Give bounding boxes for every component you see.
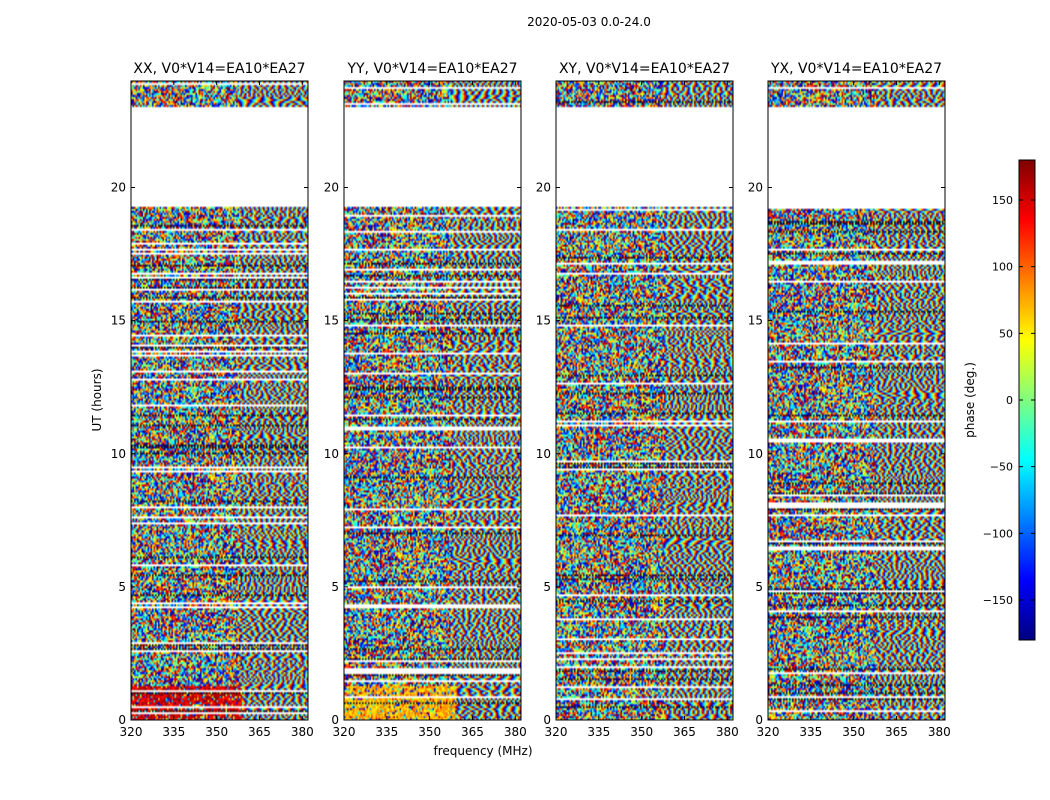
x-tick-label: 365 bbox=[248, 725, 271, 739]
y-tick-label: 15 bbox=[536, 314, 551, 328]
x-tick-label: 380 bbox=[291, 725, 314, 739]
x-tick-label: 320 bbox=[757, 725, 780, 739]
x-tick-label: 335 bbox=[799, 725, 822, 739]
panel-xx: XX, V0*V14=EA10*EA27 320 335 350 365 380 0 5 10 1… bbox=[111, 61, 314, 739]
colorbar-tick-label: 0 bbox=[1006, 394, 1013, 407]
y-tick-label: 0 bbox=[543, 713, 551, 727]
colorbar-tick-label: −50 bbox=[990, 461, 1013, 474]
x-tick-label: 350 bbox=[842, 725, 865, 739]
phase-heatmap bbox=[131, 81, 308, 720]
y-tick-label: 20 bbox=[324, 181, 339, 195]
x-tick-label: 335 bbox=[162, 725, 185, 739]
colorbar-tick-label: −100 bbox=[983, 527, 1013, 540]
panel-frame bbox=[130, 80, 309, 721]
panel-frame bbox=[767, 80, 946, 721]
x-tick-label: 350 bbox=[630, 725, 653, 739]
y-tick-label: 0 bbox=[331, 713, 339, 727]
x-tick-label: 365 bbox=[461, 725, 484, 739]
colorbar-label: phase (deg.) bbox=[963, 362, 977, 438]
panels: XX, V0*V14=EA10*EA27 320 335 350 365 380 0 5 10 1… bbox=[111, 61, 951, 739]
y-tick-label: 10 bbox=[536, 447, 551, 461]
colorbar: −150 −100 −50 0 50 100 150 phase (deg.) bbox=[963, 159, 1036, 641]
x-tick-label: 365 bbox=[673, 725, 696, 739]
colorbar-tick-label: 50 bbox=[999, 327, 1013, 340]
x-tick-label: 320 bbox=[333, 725, 356, 739]
x-tick-label: 380 bbox=[716, 725, 739, 739]
x-tick-label: 380 bbox=[504, 725, 527, 739]
y-tick-label: 20 bbox=[536, 181, 551, 195]
x-tick-label: 320 bbox=[120, 725, 143, 739]
panel-title: XY, V0*V14=EA10*EA27 bbox=[559, 61, 730, 77]
y-tick-label: 10 bbox=[748, 447, 763, 461]
y-tick-label: 5 bbox=[755, 580, 763, 594]
y-tick-label: 5 bbox=[331, 580, 339, 594]
figure-title: 2020-05-03 0.0-24.0 bbox=[527, 15, 651, 29]
y-tick-label: 0 bbox=[118, 713, 126, 727]
x-tick-label: 350 bbox=[418, 725, 441, 739]
y-tick-label: 10 bbox=[324, 447, 339, 461]
y-tick-label: 10 bbox=[111, 447, 126, 461]
y-tick-label: 5 bbox=[118, 580, 126, 594]
y-tick-label: 15 bbox=[324, 314, 339, 328]
y-tick-label: 0 bbox=[755, 713, 763, 727]
panel-frame bbox=[555, 80, 734, 721]
x-tick-label: 350 bbox=[205, 725, 228, 739]
panel-title: XX, V0*V14=EA10*EA27 bbox=[133, 61, 305, 77]
y-tick-label: 15 bbox=[748, 314, 763, 328]
x-tick-label: 335 bbox=[375, 725, 398, 739]
x-tick-label: 365 bbox=[885, 725, 908, 739]
colorbar-tick-label: −150 bbox=[983, 594, 1013, 607]
y-tick-label: 15 bbox=[111, 314, 126, 328]
y-tick-label: 20 bbox=[111, 181, 126, 195]
panel-title: YY, V0*V14=EA10*EA27 bbox=[346, 61, 517, 77]
colorbar-tick-label: 150 bbox=[992, 194, 1013, 207]
x-tick-label: 380 bbox=[928, 725, 951, 739]
panel-frame bbox=[343, 80, 522, 721]
panel-xy: XY, V0*V14=EA10*EA27 320 335 350 365 380 0 5 10 1… bbox=[536, 61, 739, 739]
phase-heatmap bbox=[344, 81, 521, 720]
panel-title: YX, V0*V14=EA10*EA27 bbox=[770, 61, 942, 77]
x-axis-label: frequency (MHz) bbox=[433, 744, 532, 758]
x-tick-label: 320 bbox=[545, 725, 568, 739]
phase-heatmap bbox=[768, 81, 945, 720]
panel-yx: YX, V0*V14=EA10*EA27 320 335 350 365 380 0 5 10 1… bbox=[748, 61, 951, 739]
y-axis-label: UT (hours) bbox=[90, 368, 104, 431]
y-tick-label: 5 bbox=[543, 580, 551, 594]
colorbar-tick-label: 100 bbox=[992, 261, 1013, 274]
panel-yy: YY, V0*V14=EA10*EA27 320 335 350 365 380 0 5 10 1… bbox=[324, 61, 527, 739]
x-tick-label: 335 bbox=[587, 725, 610, 739]
y-tick-label: 20 bbox=[748, 181, 763, 195]
phase-heatmap bbox=[556, 81, 733, 720]
